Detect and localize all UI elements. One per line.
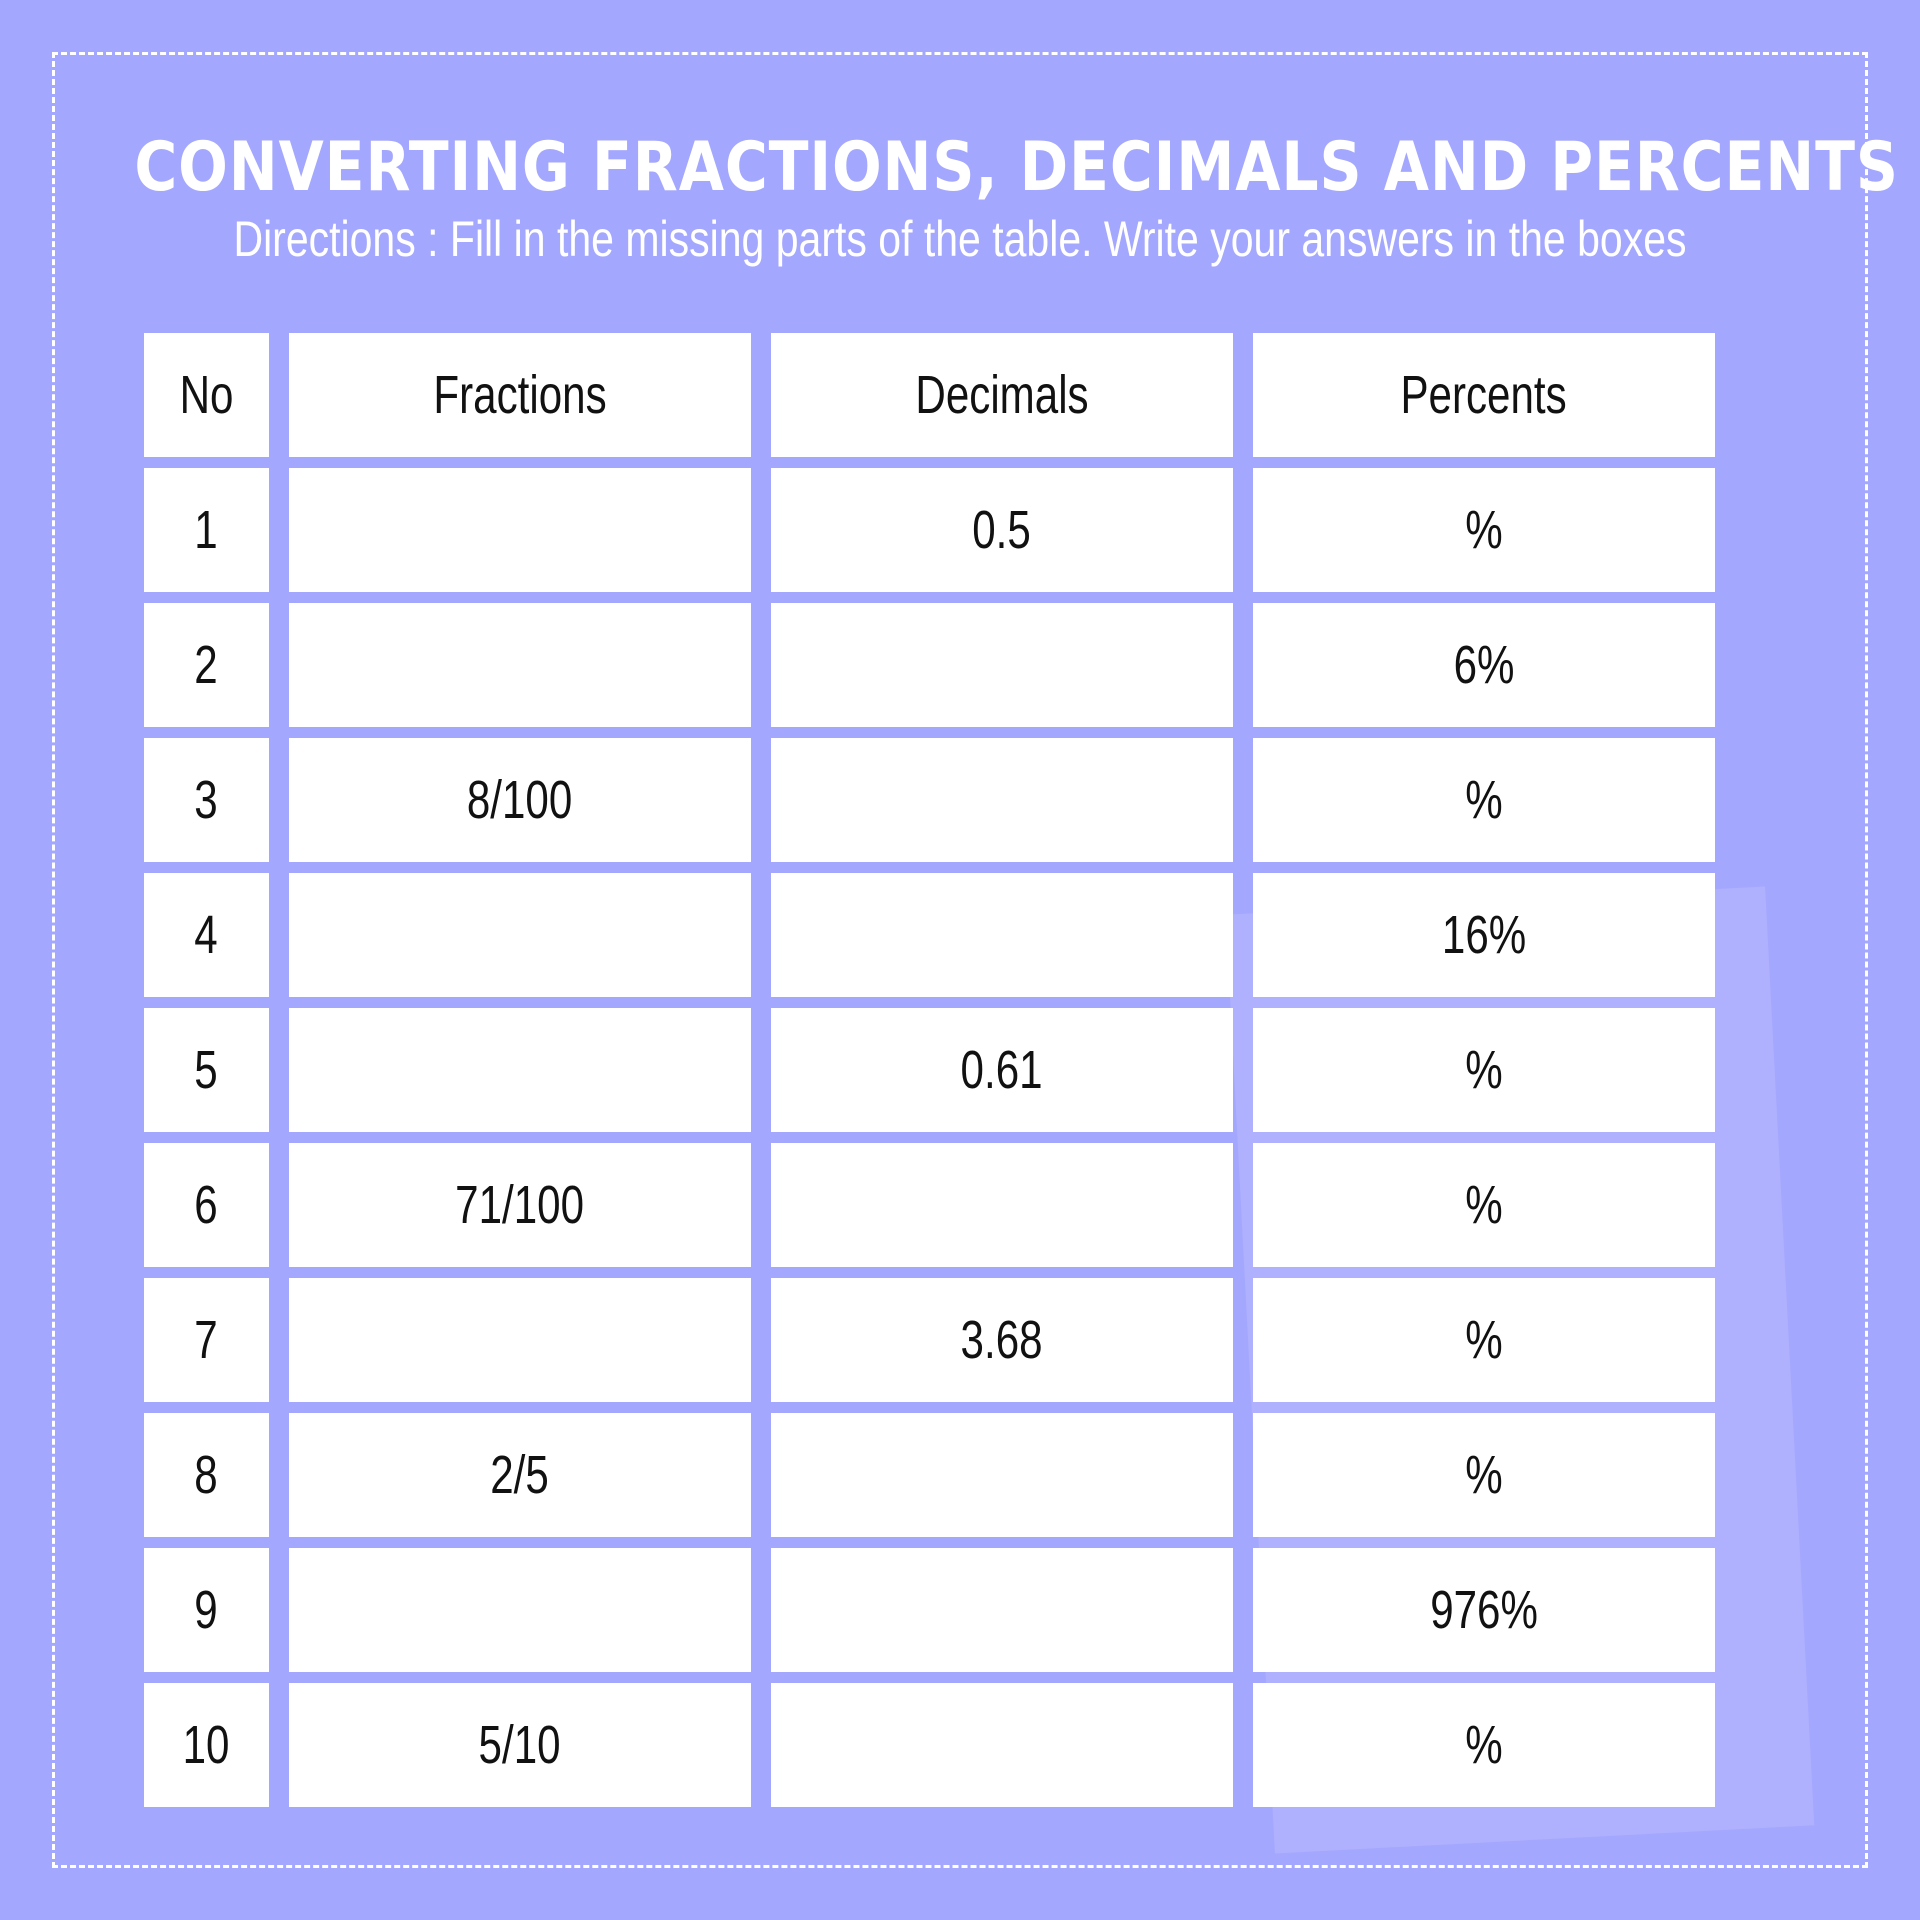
row-number: 4 bbox=[194, 905, 219, 965]
percent-value: % bbox=[1465, 1175, 1503, 1235]
fraction-answer-box[interactable]: 2/5 bbox=[289, 1413, 751, 1537]
decimal-answer-box[interactable] bbox=[771, 1143, 1233, 1267]
row-number: 1 bbox=[194, 500, 219, 560]
row-number-cell: 2 bbox=[144, 603, 269, 727]
row-number: 10 bbox=[183, 1715, 230, 1775]
row-number-cell: 1 bbox=[144, 468, 269, 592]
fraction-answer-box[interactable] bbox=[289, 603, 751, 727]
decimal-answer-box[interactable] bbox=[771, 1413, 1233, 1537]
header-fractions: Fractions bbox=[289, 333, 751, 457]
row-number: 9 bbox=[194, 1580, 219, 1640]
decimal-answer-box[interactable] bbox=[771, 738, 1233, 862]
row-number: 5 bbox=[194, 1040, 219, 1100]
fraction-value: 71/100 bbox=[455, 1175, 585, 1235]
row-number: 8 bbox=[194, 1445, 219, 1505]
fraction-answer-box[interactable] bbox=[289, 1278, 751, 1402]
decimal-answer-box[interactable]: 0.61 bbox=[771, 1008, 1233, 1132]
header-decimals: Decimals bbox=[771, 333, 1233, 457]
decimal-answer-box[interactable] bbox=[771, 873, 1233, 997]
decimal-value: 3.68 bbox=[960, 1310, 1043, 1370]
fraction-value: 5/10 bbox=[478, 1715, 561, 1775]
header-no: No bbox=[144, 333, 269, 457]
decimal-answer-box[interactable]: 3.68 bbox=[771, 1278, 1233, 1402]
row-number: 2 bbox=[194, 635, 219, 695]
percent-value: % bbox=[1465, 1040, 1503, 1100]
header-decimals-label: Decimals bbox=[915, 365, 1089, 425]
fraction-answer-box[interactable] bbox=[289, 1548, 751, 1672]
decimal-value: 0.5 bbox=[972, 500, 1032, 560]
worksheet-title: CONVERTING FRACTIONS, DECIMALS AND PERCE… bbox=[134, 128, 1899, 207]
fraction-answer-box[interactable] bbox=[289, 468, 751, 592]
row-number-cell: 4 bbox=[144, 873, 269, 997]
worksheet-directions: Directions : Fill in the missing parts o… bbox=[233, 211, 1687, 267]
header-no-label: No bbox=[179, 365, 234, 425]
percent-value: 976% bbox=[1430, 1580, 1538, 1640]
decimal-answer-box[interactable] bbox=[771, 1548, 1233, 1672]
header-percents-label: Percents bbox=[1400, 365, 1568, 425]
row-number-cell: 3 bbox=[144, 738, 269, 862]
fraction-answer-box[interactable] bbox=[289, 873, 751, 997]
fraction-value: 8/100 bbox=[467, 770, 573, 830]
percent-value: % bbox=[1465, 1715, 1503, 1775]
row-number: 3 bbox=[194, 770, 219, 830]
decimal-answer-box[interactable] bbox=[771, 1683, 1233, 1807]
decimal-answer-box[interactable] bbox=[771, 603, 1233, 727]
row-number-cell: 10 bbox=[144, 1683, 269, 1807]
percent-value: % bbox=[1465, 1445, 1503, 1505]
percent-answer-box[interactable]: % bbox=[1253, 1278, 1715, 1402]
decimal-value: 0.61 bbox=[960, 1040, 1043, 1100]
fraction-answer-box[interactable]: 71/100 bbox=[289, 1143, 751, 1267]
percent-answer-box[interactable]: % bbox=[1253, 468, 1715, 592]
row-number: 7 bbox=[194, 1310, 219, 1370]
row-number-cell: 5 bbox=[144, 1008, 269, 1132]
percent-answer-box[interactable]: % bbox=[1253, 1413, 1715, 1537]
percent-value: % bbox=[1465, 1310, 1503, 1370]
percent-answer-box[interactable]: % bbox=[1253, 738, 1715, 862]
row-number-cell: 8 bbox=[144, 1413, 269, 1537]
row-number: 6 bbox=[194, 1175, 219, 1235]
percent-value: 16% bbox=[1441, 905, 1527, 965]
fraction-answer-box[interactable]: 5/10 bbox=[289, 1683, 751, 1807]
row-number-cell: 6 bbox=[144, 1143, 269, 1267]
percent-answer-box[interactable]: % bbox=[1253, 1683, 1715, 1807]
percent-answer-box[interactable]: 976% bbox=[1253, 1548, 1715, 1672]
header-percents: Percents bbox=[1253, 333, 1715, 457]
row-number-cell: 9 bbox=[144, 1548, 269, 1672]
percent-answer-box[interactable]: 6% bbox=[1253, 603, 1715, 727]
percent-value: 6% bbox=[1453, 635, 1515, 695]
percent-answer-box[interactable]: 16% bbox=[1253, 873, 1715, 997]
percent-value: % bbox=[1465, 770, 1503, 830]
fraction-value: 2/5 bbox=[490, 1445, 550, 1505]
row-number-cell: 7 bbox=[144, 1278, 269, 1402]
percent-answer-box[interactable]: % bbox=[1253, 1143, 1715, 1267]
decimal-answer-box[interactable]: 0.5 bbox=[771, 468, 1233, 592]
percent-value: % bbox=[1465, 500, 1503, 560]
fraction-answer-box[interactable] bbox=[289, 1008, 751, 1132]
fraction-answer-box[interactable]: 8/100 bbox=[289, 738, 751, 862]
percent-answer-box[interactable]: % bbox=[1253, 1008, 1715, 1132]
header-fractions-label: Fractions bbox=[433, 365, 607, 425]
dashed-border bbox=[52, 52, 1868, 1868]
